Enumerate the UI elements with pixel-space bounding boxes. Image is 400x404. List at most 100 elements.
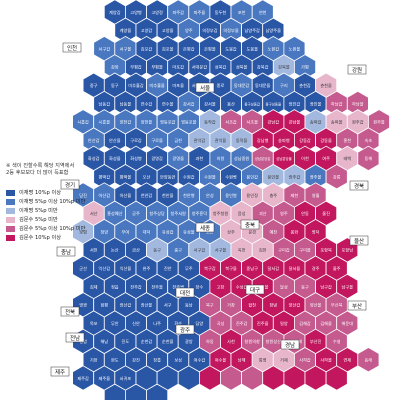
district-label: 전주갑 bbox=[130, 283, 142, 290]
district-label: 서구갑 bbox=[99, 45, 111, 52]
district-label: 달성 bbox=[280, 283, 288, 289]
district-label: 성남중원 bbox=[234, 155, 250, 161]
district-hex: 동래 bbox=[357, 347, 380, 373]
region-tag-label: 경기 bbox=[65, 181, 75, 189]
region-tag: 충북 bbox=[240, 219, 260, 230]
district-label: 진도 bbox=[122, 338, 130, 344]
district-hex: 가평 bbox=[293, 54, 317, 80]
district-hex: 강릉 bbox=[325, 164, 348, 190]
region-tag-box bbox=[245, 284, 265, 295]
district-label: 수영 bbox=[333, 338, 341, 345]
district-label: 청주상당 bbox=[149, 210, 165, 217]
district-label: 여수을 bbox=[215, 357, 227, 364]
district-hex bbox=[325, 365, 348, 391]
district-label: 청주흥덕 bbox=[192, 210, 208, 217]
district-label: 울진 bbox=[322, 210, 330, 216]
district-label: 파주을 bbox=[194, 9, 206, 16]
region-tag-box bbox=[240, 219, 260, 230]
note-line-2: 2등 후보보다 더 많이 득표함 bbox=[6, 170, 69, 176]
region-tag: 전남 bbox=[65, 332, 85, 343]
district-hex: 동해 bbox=[357, 145, 380, 172]
district-label: 김포을 bbox=[162, 45, 174, 51]
district-label: 용산 bbox=[227, 100, 235, 106]
district-label: 완주 bbox=[143, 265, 151, 272]
district-label: 사하을 bbox=[320, 357, 332, 364]
district-label: 강서을 bbox=[204, 100, 216, 107]
region-tag: 대구 bbox=[245, 284, 265, 295]
district-label: 천안갑 bbox=[141, 192, 153, 198]
district-label: 중구성동갑 bbox=[244, 101, 260, 106]
region-tag-label: 대전 bbox=[180, 289, 190, 297]
district-label: 금천 bbox=[174, 137, 182, 143]
district-label: 서초을 bbox=[246, 119, 258, 126]
district-label: 수성갑 bbox=[236, 283, 248, 290]
district-label: 당진 bbox=[79, 192, 87, 198]
region-tag: 강원 bbox=[347, 64, 367, 75]
region-tag: 광주 bbox=[175, 324, 195, 335]
district-label: 안산갑 bbox=[88, 137, 100, 143]
legend-label: 김문수 10%p 이상 bbox=[19, 235, 61, 241]
district-label: 송파을 bbox=[331, 119, 343, 126]
district-label: 양천을 bbox=[141, 119, 153, 125]
district-label: 중구성동을 bbox=[265, 101, 281, 106]
district-label: 광주갑 bbox=[289, 174, 301, 181]
district-label: 노원갑 bbox=[268, 45, 280, 51]
district-label: 하남을 bbox=[352, 100, 364, 107]
district-label: 강북을 bbox=[278, 64, 290, 71]
region-tag-box bbox=[62, 42, 82, 53]
district-label: 동해 bbox=[365, 155, 373, 162]
district-label: 함평 bbox=[100, 302, 108, 308]
region-tag-box bbox=[175, 287, 195, 298]
district-label: 장흥 bbox=[153, 357, 161, 363]
district-label: 진주갑 bbox=[236, 320, 248, 327]
district-label: 중남구 bbox=[246, 265, 258, 272]
district-label: 강화 bbox=[111, 64, 119, 71]
district-label: 가평 bbox=[301, 64, 309, 71]
district-label: 종로 bbox=[217, 83, 225, 88]
district-label: 경주 bbox=[312, 265, 320, 272]
legend-row: 김문수 5%p 이상 10%p 미만 bbox=[6, 224, 102, 233]
region-tag: 경남 bbox=[280, 339, 300, 350]
legend-row: 이재명 5%p 이상 10%p 미만 bbox=[6, 197, 102, 206]
region-tag-box bbox=[50, 366, 70, 377]
district-label: 달서갑 bbox=[268, 265, 280, 272]
district-label: 창녕 bbox=[269, 302, 277, 308]
district-label: 마포을 bbox=[172, 82, 184, 89]
district-hex-shape bbox=[357, 347, 380, 373]
district-label: 부여 bbox=[122, 228, 130, 235]
district-label: 원주을 bbox=[373, 119, 385, 126]
district-label: 김해갑 bbox=[299, 320, 311, 327]
region-tag: 인천 bbox=[62, 42, 82, 53]
region-tag-label: 울산 bbox=[354, 237, 364, 245]
district-label: 전주을 bbox=[151, 283, 163, 290]
district-label: 서산 bbox=[90, 210, 98, 217]
region-tag: 서울 bbox=[195, 82, 215, 93]
region-tag-label: 제주 bbox=[55, 368, 65, 376]
district-label: 연천 bbox=[259, 9, 267, 15]
district-label: 북구갑 bbox=[204, 265, 216, 272]
district-label: 부산진 bbox=[310, 338, 322, 345]
district-label: 문경 bbox=[248, 228, 256, 234]
legend-swatch bbox=[6, 234, 15, 241]
district-label: 영광 bbox=[79, 302, 87, 308]
legend-label: 이재명 5%p 이상 10%p 미만 bbox=[19, 199, 86, 205]
district-label: 고양병 bbox=[130, 9, 142, 15]
district-label: 익산을 bbox=[120, 265, 132, 272]
district-label: 음성 bbox=[238, 210, 246, 216]
legend-row: 이재명 10%p 이상 bbox=[6, 188, 102, 197]
legend-label: 이재명 10%p 이상 bbox=[19, 190, 61, 196]
district-label: 김해을 bbox=[320, 320, 332, 327]
district-label: 북구을 bbox=[225, 266, 237, 272]
district-label: 동래 bbox=[365, 357, 373, 364]
district-label: 무주 bbox=[185, 266, 193, 272]
district-label: 홍천 bbox=[343, 137, 351, 143]
district-label: 보령 bbox=[79, 228, 87, 234]
district-label: 대덕 bbox=[143, 228, 151, 235]
district-label: 유성갑 bbox=[162, 228, 174, 235]
district-label: 사하갑 bbox=[299, 357, 311, 364]
district-label: 고양갑 bbox=[141, 27, 153, 33]
district-label: 동두천 bbox=[215, 9, 227, 16]
legend-label: 이재명 5%p 미만 bbox=[19, 208, 58, 214]
region-tag: 경기 bbox=[60, 179, 80, 190]
